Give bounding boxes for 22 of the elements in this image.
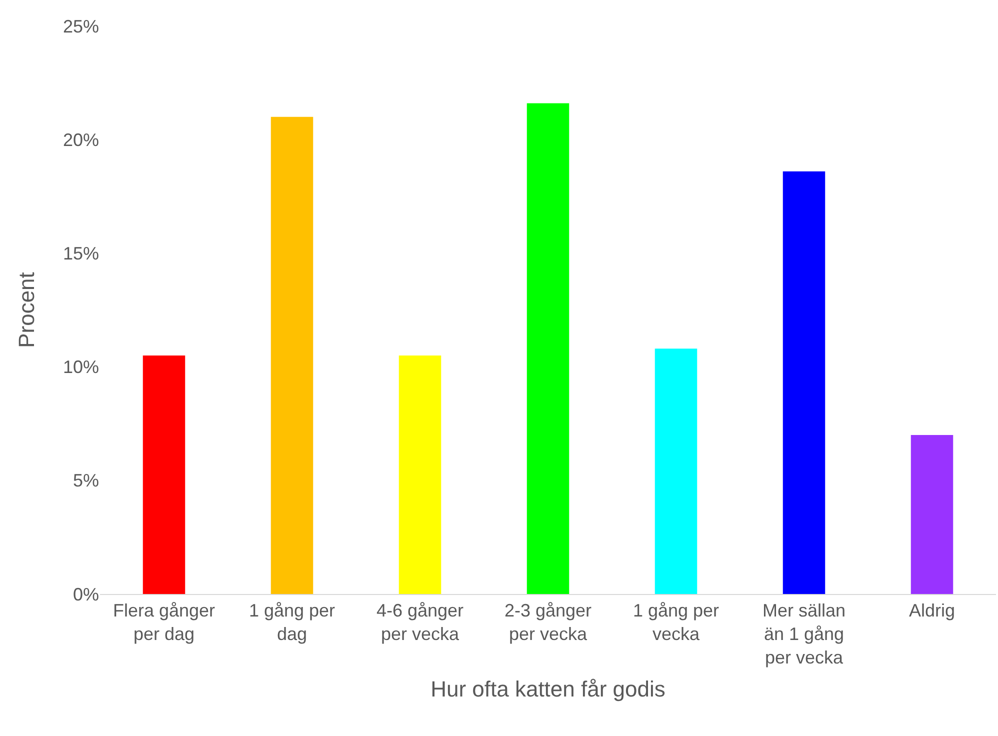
bar: [910, 434, 954, 594]
y-tick-label: 20%: [62, 130, 99, 150]
bar: [526, 103, 570, 594]
x-axis-title: Hur ofta katten får godis: [430, 676, 666, 702]
x-tick-label: 4-6 gånger per vecka: [376, 600, 464, 644]
x-tick-label: Flera gånger per dag: [112, 600, 216, 644]
x-tick-label: 2-3 gånger per vecka: [504, 600, 592, 644]
y-tick-label: 5%: [72, 470, 99, 491]
x-tick-label: 1 gång per dag: [248, 600, 336, 644]
y-tick-label: 10%: [62, 357, 99, 378]
x-tick-label: Mer sällan än 1 gång per vecka: [762, 600, 846, 668]
y-axis-title: Procent: [14, 272, 39, 348]
x-tick-label: 1 gång per vecka: [632, 600, 720, 644]
bar: [782, 171, 826, 594]
y-tick-label: 25%: [62, 16, 99, 36]
x-tick-label: Aldrig: [908, 600, 956, 621]
y-tick-label: 0%: [72, 584, 99, 604]
y-tick-label: 15%: [62, 244, 99, 264]
bar: [142, 355, 186, 594]
bar: [398, 355, 442, 594]
bar: [270, 116, 314, 594]
bar: [654, 348, 698, 594]
